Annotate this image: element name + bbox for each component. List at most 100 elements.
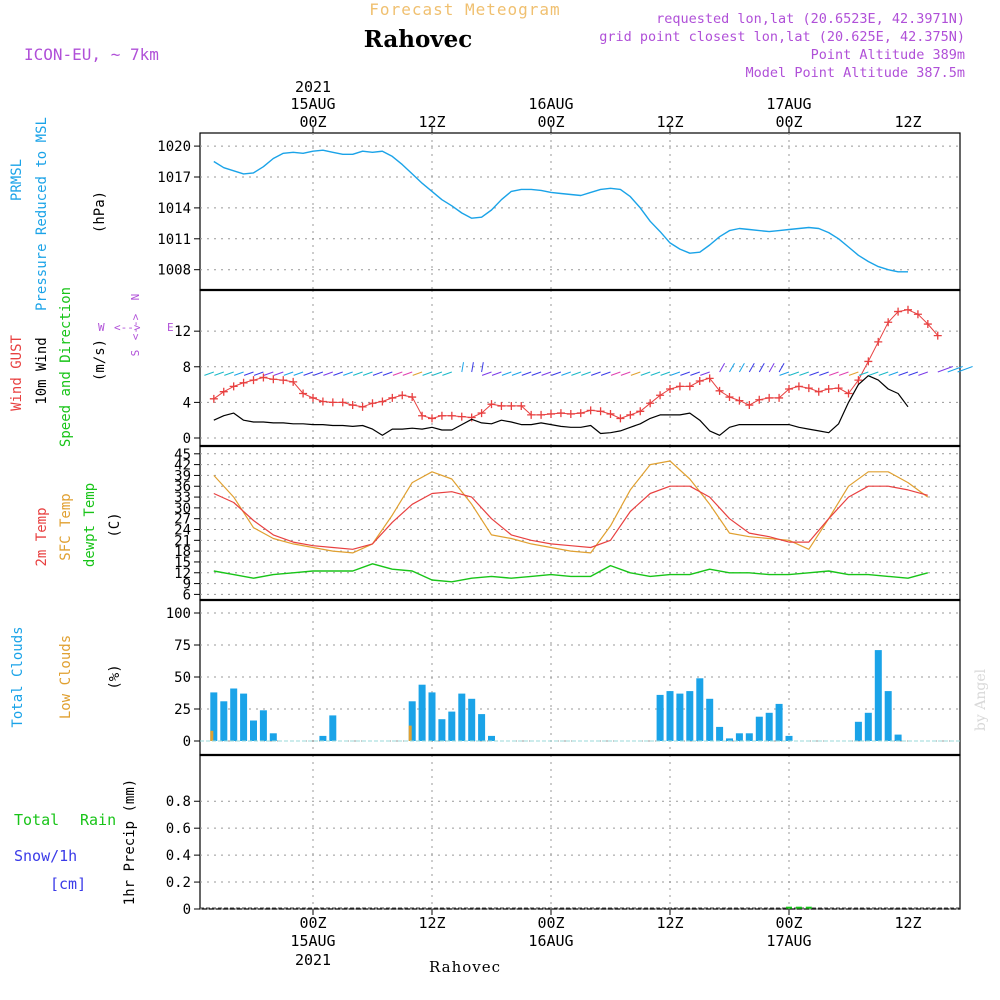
wind-direction-arrow <box>353 371 363 376</box>
gust-marker <box>695 377 704 386</box>
gust-marker <box>844 389 853 398</box>
total-cloud-bar <box>775 703 783 741</box>
temp-label: 2m Temp <box>34 507 50 566</box>
gust-marker <box>923 320 932 329</box>
wind-direction-arrow <box>372 371 383 376</box>
gust-marker <box>428 414 436 423</box>
gust-marker <box>318 397 327 406</box>
requested-coords: requested lon,lat (20.6523E, 42.3971N) <box>656 11 965 27</box>
wind-direction-arrow <box>481 371 492 376</box>
y-tick-label: 15 <box>174 555 191 571</box>
bottom-tick-label: 00Z <box>299 914 326 932</box>
wind-direction-arrow <box>561 371 571 376</box>
total-cloud-bar <box>329 715 337 741</box>
bottom-tick-label: 12Z <box>894 914 921 932</box>
total-cloud-bar <box>269 733 277 741</box>
total-cloud-bar <box>428 692 436 741</box>
total-cloud-bar <box>686 691 694 741</box>
total-cloud-bar <box>666 691 674 741</box>
wind-direction-arrow <box>471 362 474 373</box>
total-cloud-bar <box>785 735 793 741</box>
gust-marker <box>894 307 903 316</box>
total-cloud-bar <box>656 694 664 741</box>
gust-marker <box>527 410 536 419</box>
wind-direction-arrow <box>670 371 681 376</box>
temp-2m-line <box>213 485 928 550</box>
wind-direction-arrow <box>640 371 651 376</box>
total-cloud-bar <box>418 684 426 741</box>
y-tick-label: 27 <box>174 512 191 528</box>
gust-marker <box>547 409 555 418</box>
gust-marker <box>735 396 744 405</box>
y-tick-label: 30 <box>174 501 191 517</box>
total-cloud-bar <box>676 693 684 741</box>
wind-direction-arrow <box>650 371 661 376</box>
gust-marker <box>765 393 774 402</box>
wind-direction-arrow <box>719 363 726 373</box>
gust-marker <box>824 385 833 394</box>
gust-marker <box>705 374 714 383</box>
gust-marker <box>259 373 268 382</box>
top-tick-label: 00Z <box>775 113 802 131</box>
total-cloud-bar <box>230 688 238 741</box>
top-tick-label: 12Z <box>656 113 683 131</box>
precip-snow-label: Snow/1h <box>14 847 77 865</box>
y-tick-label: 0.4 <box>166 848 191 864</box>
gust-marker <box>656 391 665 400</box>
y-tick-label: 0.6 <box>166 821 191 837</box>
wind-direction-arrow <box>293 371 304 376</box>
wind-direction-arrow <box>243 371 254 376</box>
y-tick-label: 18 <box>174 544 191 560</box>
wind-direction-arrow <box>343 371 353 376</box>
pressure-line <box>213 149 908 273</box>
low-cloud-bar <box>408 725 412 741</box>
y-tick-label: 0.2 <box>166 875 191 891</box>
wind-direction-arrow <box>432 371 443 376</box>
sfc-temp-line <box>213 460 929 554</box>
wind-direction-arrow <box>600 371 611 376</box>
gust-marker <box>913 310 922 319</box>
y-tick-label: 75 <box>174 638 191 654</box>
total-cloud-bar <box>220 701 228 741</box>
wind-direction-arrow <box>283 371 294 376</box>
wind-dir-label: Speed and Direction <box>58 287 74 447</box>
bottom-date-label: 16AUG <box>528 932 573 950</box>
total-cloud-bar <box>250 720 257 741</box>
gust-marker <box>368 399 377 408</box>
wind-direction-arrow <box>541 371 552 376</box>
svg-text:<-->: <--> <box>129 313 142 340</box>
total-clouds-label: Total Clouds <box>10 626 26 727</box>
wind-direction-arrow <box>690 371 700 376</box>
panel-clouds: 100 75 50 25 0 <box>166 599 961 756</box>
total-cloud-bar <box>706 698 714 741</box>
wind-direction-arrow <box>748 363 755 373</box>
wind-direction-arrow <box>898 371 909 376</box>
top-tick-label: 00Z <box>537 113 564 131</box>
low-clouds-label: Low Clouds <box>58 635 74 719</box>
wind-direction-arrow <box>620 371 631 376</box>
wind-direction-arrow <box>947 366 963 373</box>
wind-direction-arrow <box>501 371 512 376</box>
y-tick-label: 24 <box>174 523 191 539</box>
model-altitude: Model Point Altitude 387.5m <box>746 65 965 81</box>
total-cloud-bar <box>240 693 248 741</box>
footer-location: Rahovec <box>429 958 501 976</box>
rain-bar <box>786 906 792 909</box>
total-cloud-bar <box>408 701 416 741</box>
wind-direction-arrow <box>412 371 423 376</box>
chart-marks <box>200 149 973 909</box>
gust-marker <box>646 399 655 408</box>
wind-direction-arrow <box>908 371 919 376</box>
gust-marker <box>457 412 466 421</box>
gust-marker <box>507 401 516 410</box>
panel-frame <box>199 132 961 291</box>
gust-marker <box>398 391 407 400</box>
total-cloud-bar <box>488 735 495 741</box>
gust-marker <box>249 376 258 385</box>
wind-direction-arrow <box>838 371 849 376</box>
gust-marker <box>596 407 605 416</box>
gust-marker <box>269 375 278 384</box>
wind-direction-arrow <box>253 371 264 376</box>
gust-marker <box>477 409 486 418</box>
